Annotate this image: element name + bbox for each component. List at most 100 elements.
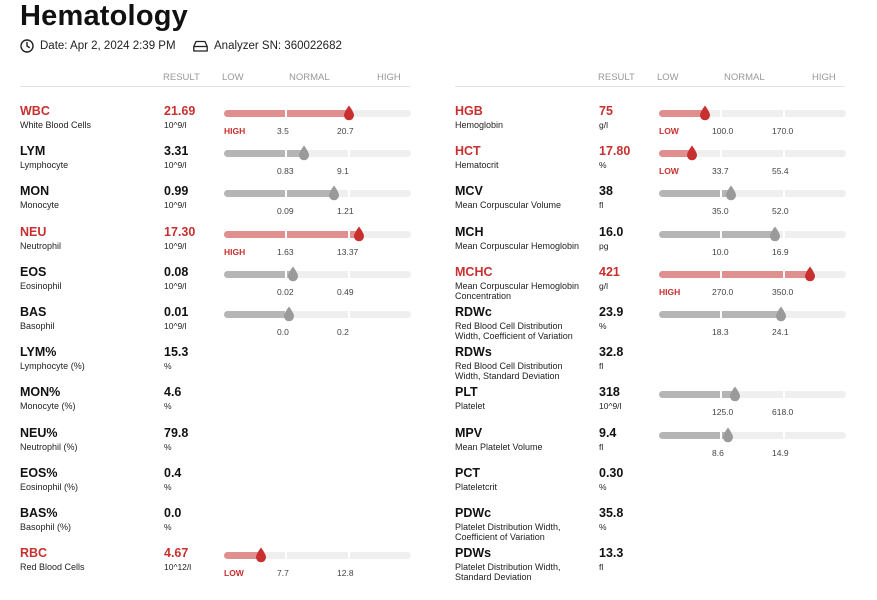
range-bar-divider bbox=[783, 391, 786, 399]
reference-low: 0.0 bbox=[277, 327, 289, 337]
result-row-rbc: RBC Red Blood Cells 4.67 10^12/l LOW 7.7 12.8 bbox=[20, 546, 420, 586]
parameter-abbr: MCH bbox=[455, 224, 484, 239]
parameter-abbr: HCT bbox=[455, 144, 481, 159]
parameter-abbr: MCHC bbox=[455, 264, 493, 279]
reference-high: 618.0 bbox=[772, 407, 794, 418]
range-bar-fill bbox=[659, 391, 735, 399]
result-value: 17.80 bbox=[599, 144, 631, 159]
result-value: 3.31 bbox=[164, 144, 189, 159]
parameter-name: Neutrophil (%) bbox=[20, 441, 78, 452]
result-row-eos: EOS Eosinophil 0.08 10^9/l 0.02 0.49 bbox=[20, 265, 420, 305]
result-value: 32.8 bbox=[599, 345, 624, 360]
result-flag: LOW bbox=[659, 126, 679, 136]
parameter-name: Monocyte (%) bbox=[20, 401, 76, 412]
result-value: 23.9 bbox=[599, 305, 624, 319]
parameter-abbr: HGB bbox=[455, 104, 483, 118]
results-column-left: RESULT LOW NORMAL HIGH WBC White Blood Ce… bbox=[20, 70, 420, 590]
result-unit: 10^12/l bbox=[164, 562, 192, 573]
droplet-marker-icon bbox=[722, 427, 734, 443]
header-low: LOW bbox=[657, 72, 679, 83]
parameter-abbr: MON bbox=[20, 184, 50, 199]
parameter-name: Mean Corpuscular Volume bbox=[455, 200, 562, 211]
range-bar-divider bbox=[783, 190, 786, 198]
range-bar bbox=[659, 427, 846, 442]
result-unit: g/l bbox=[599, 280, 608, 291]
reference-low: 1.63 bbox=[277, 246, 294, 257]
test-date: Date: Apr 2, 2024 2:39 PM bbox=[40, 40, 176, 52]
result-row-neu-pct: NEU% Neutrophil (%) 79.8% bbox=[20, 426, 420, 466]
range-bar-divider bbox=[719, 190, 722, 198]
droplet-marker-icon bbox=[343, 105, 355, 121]
parameter-name: Eosinophil (%) bbox=[20, 481, 79, 492]
range-bar-divider bbox=[719, 311, 722, 318]
result-row-pdwc: PDWc Platelet Distribution Width, Coeffic… bbox=[455, 506, 855, 546]
clock-icon bbox=[20, 39, 34, 53]
parameter-abbr: MON% bbox=[20, 385, 61, 400]
reference-high: 55.4 bbox=[772, 166, 789, 177]
result-value: 38 bbox=[599, 184, 613, 199]
droplet-marker-icon bbox=[255, 547, 267, 563]
result-value: 15.3 bbox=[164, 345, 189, 360]
parameter-name: Neutrophil bbox=[20, 240, 62, 251]
parameter-name: White Blood Cells bbox=[20, 120, 92, 130]
range-bar bbox=[224, 145, 411, 161]
reference-high: 13.37 bbox=[337, 246, 359, 257]
parameter-abbr: NEU% bbox=[20, 425, 58, 440]
result-unit: % bbox=[164, 522, 172, 532]
result-unit: pg bbox=[599, 240, 609, 251]
header-low: LOW bbox=[222, 72, 244, 83]
result-value: 4.67 bbox=[164, 546, 189, 561]
reference-low: 100.0 bbox=[712, 126, 734, 136]
result-unit: fl bbox=[599, 200, 604, 211]
parameter-name: Red Blood Cell Distribution Width, Stand… bbox=[455, 361, 563, 382]
result-row-mchc: MCHC Mean Corpuscular Hemoglobin Concentr… bbox=[455, 265, 855, 305]
droplet-marker-icon bbox=[729, 386, 741, 402]
range-bar-divider bbox=[284, 190, 287, 198]
parameter-name: Platelet Distribution Width, Standard De… bbox=[455, 562, 561, 583]
parameter-name: Hematocrit bbox=[455, 160, 499, 171]
result-row-bas-pct: BAS% Basophil (%) 0.0% bbox=[20, 506, 420, 546]
range-bar bbox=[659, 105, 846, 121]
header-normal: NORMAL bbox=[724, 72, 765, 83]
result-flag: LOW bbox=[659, 166, 679, 177]
result-row-lym: LYM Lymphocyte 3.31 10^9/l 0.83 9.1 bbox=[20, 144, 420, 184]
range-bar-divider bbox=[284, 552, 287, 560]
result-row-mch: MCH Mean Corpuscular Hemoglobin 16.0 pg 10.0… bbox=[455, 225, 855, 265]
range-bar bbox=[224, 306, 411, 322]
range-bar-fill bbox=[224, 230, 359, 238]
parameter-name: Mean Platelet Volume bbox=[455, 441, 543, 452]
result-row-hct: HCT Hematocrit 17.80% LOW 33.7 55.4 bbox=[455, 144, 855, 184]
parameter-name: Mean Corpuscular Hemoglobin Concentratio… bbox=[455, 280, 580, 301]
result-value: 35.8 bbox=[599, 506, 624, 520]
droplet-marker-icon bbox=[775, 306, 787, 322]
result-unit: fl bbox=[599, 361, 604, 372]
result-flag: HIGH bbox=[659, 286, 681, 297]
result-row-mpv: MPV Mean Platelet Volume 9.4 fl 8.6 14.9 bbox=[455, 426, 855, 466]
results-column-right: RESULT LOW NORMAL HIGH HGB Hemoglobin 75 g/… bbox=[455, 70, 855, 590]
range-bar-divider bbox=[783, 150, 786, 158]
parameter-abbr: PLT bbox=[455, 385, 478, 400]
result-unit: 10^9/l bbox=[599, 401, 622, 412]
reference-high: 24.1 bbox=[772, 327, 789, 337]
column-header: RESULT LOW NORMAL HIGH bbox=[455, 70, 845, 87]
droplet-marker-icon bbox=[298, 145, 310, 161]
parameter-abbr: NEU bbox=[20, 224, 47, 239]
result-unit: 10^9/l bbox=[164, 200, 187, 211]
parameter-abbr: RBC bbox=[20, 546, 48, 561]
range-bar-divider bbox=[783, 431, 786, 439]
reference-low: 0.09 bbox=[277, 206, 294, 217]
result-row-lym-pct: LYM% Lymphocyte (%) 15.3% bbox=[20, 345, 420, 385]
result-value: 4.6 bbox=[164, 385, 182, 400]
range-bar-divider bbox=[348, 270, 351, 278]
result-unit: % bbox=[164, 481, 172, 492]
range-bar bbox=[659, 386, 846, 402]
result-value: 421 bbox=[599, 264, 620, 279]
range-bar-fill bbox=[224, 190, 335, 198]
range-bar-fill bbox=[659, 150, 692, 158]
range-bar-fill bbox=[659, 431, 729, 439]
result-unit: 10^9/l bbox=[164, 240, 187, 251]
droplet-marker-icon bbox=[283, 306, 295, 322]
result-row-mon: MON Monocyte 0.99 10^9/l 0.09 1.21 bbox=[20, 184, 420, 224]
header-high: HIGH bbox=[812, 72, 836, 83]
parameter-abbr: RDWs bbox=[455, 345, 492, 360]
